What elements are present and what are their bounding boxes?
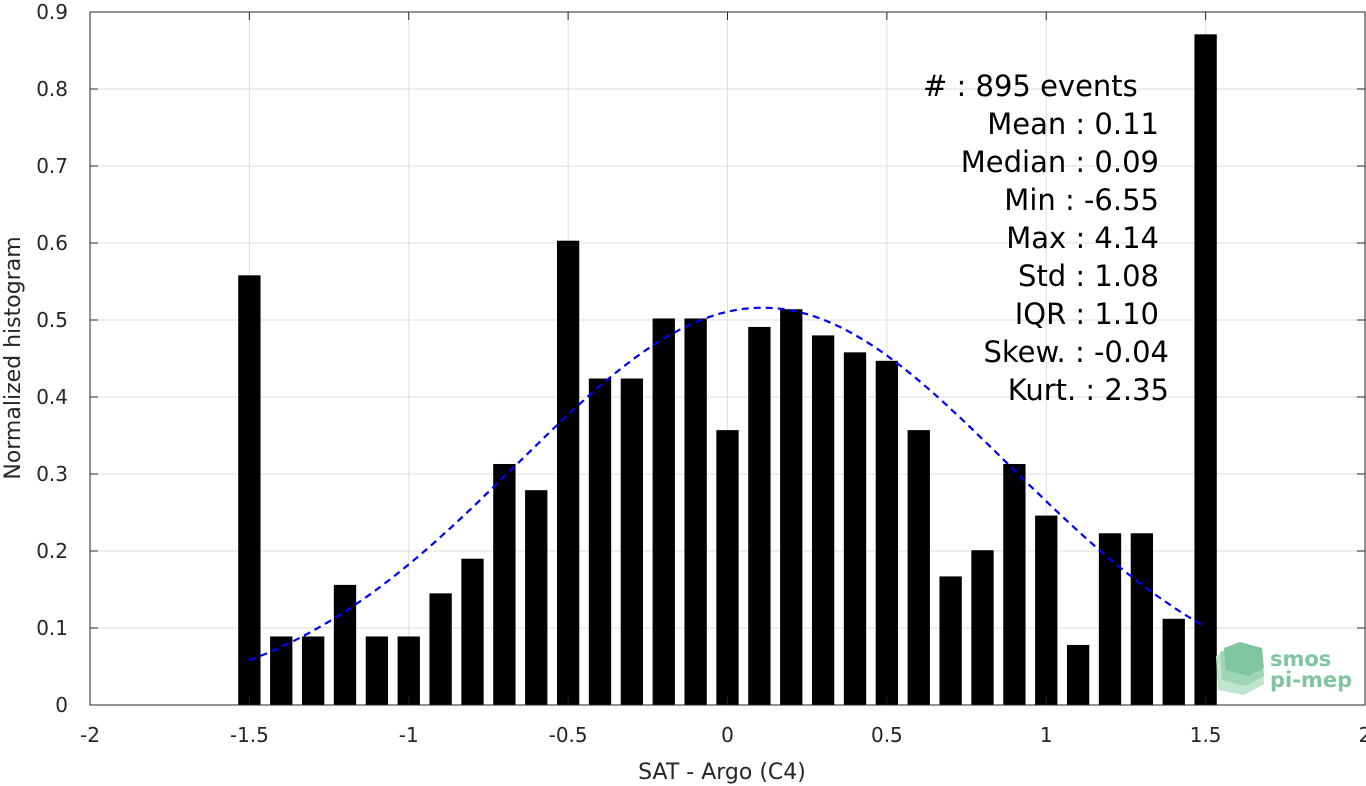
- histogram-bar: [1066, 644, 1090, 705]
- histogram-bar: [525, 490, 548, 705]
- stat-line: Min : -6.55: [1004, 183, 1159, 217]
- gaussian-fit-curve: [248, 306, 1207, 662]
- axis-ticks: -2 -1.5 -1 -0.5 0 0.5 1 1.5 2 0 0.1 0.2 0.3 0.4 0.5 0.6…: [36, 0, 1366, 747]
- histogram-bar: [238, 275, 261, 705]
- stat-line: Max : 4.14: [1006, 221, 1159, 255]
- histogram-bar: [1035, 515, 1058, 705]
- histogram-bar: [1162, 618, 1185, 705]
- histogram-bar: [620, 378, 644, 705]
- histogram-bar: [843, 352, 867, 705]
- histogram-bar: [1194, 34, 1217, 705]
- histogram-bar: [875, 360, 899, 705]
- stat-line: Median : 0.09: [961, 145, 1159, 179]
- y-tick-label: 0: [55, 693, 68, 717]
- histogram-bar: [301, 636, 325, 705]
- stat-line: Std : 1.08: [1018, 259, 1159, 293]
- histogram-bar: [907, 430, 930, 705]
- logo-text-smos: smos: [1270, 647, 1331, 671]
- y-tick-label: 0.9: [36, 0, 68, 24]
- y-tick-label: 0.2: [36, 539, 68, 563]
- histogram-bar: [365, 636, 389, 705]
- x-tick-label: -2: [80, 723, 100, 747]
- y-tick-label: 0.8: [36, 77, 68, 101]
- y-tick-label: 0.7: [36, 154, 68, 178]
- histogram-bar: [1098, 533, 1122, 705]
- histogram-bar: [780, 309, 803, 705]
- x-tick-label: 0: [721, 723, 734, 747]
- logo-layers-icon: [1216, 642, 1264, 695]
- y-axis-label: Normalized histogram: [1, 236, 26, 479]
- statistics-box: # : 895 events Mean : 0.11 Median : 0.09 Mi…: [923, 69, 1169, 407]
- histogram-bar: [684, 318, 707, 705]
- y-tick-label: 0.5: [36, 308, 68, 332]
- histogram-bar: [939, 576, 962, 705]
- x-tick-label: -1: [399, 723, 419, 747]
- histogram-bar: [716, 430, 739, 705]
- x-tick-label: -0.5: [549, 723, 588, 747]
- stat-line: # : 895 events: [923, 69, 1138, 103]
- x-tick-label: 2: [1359, 723, 1366, 747]
- histogram-bar: [811, 335, 835, 705]
- smos-pi-mep-logo: smos pi-mep: [1216, 642, 1352, 695]
- logo-text-pi-mep: pi-mep: [1270, 668, 1352, 692]
- histogram-bars: [238, 34, 1217, 705]
- stat-line: Skew. : -0.04: [983, 335, 1169, 369]
- histogram-bar: [1003, 463, 1026, 705]
- x-tick-label: 0.5: [871, 723, 903, 747]
- y-tick-label: 0.4: [36, 385, 68, 409]
- stat-line: IQR : 1.10: [1015, 297, 1159, 331]
- histogram-bar: [461, 558, 484, 705]
- histogram-bar: [333, 584, 357, 705]
- histogram-bar: [971, 550, 994, 705]
- stat-line: Kurt. : 2.35: [1008, 373, 1169, 407]
- histogram-bar: [429, 593, 452, 705]
- histogram-bar: [1130, 533, 1154, 705]
- histogram-bar: [270, 636, 293, 705]
- histogram-bar: [493, 463, 516, 705]
- histogram-bar: [397, 636, 420, 705]
- stat-line: Mean : 0.11: [987, 107, 1159, 141]
- x-tick-label: 1: [1040, 723, 1053, 747]
- y-tick-label: 0.3: [36, 462, 68, 486]
- x-axis-label: SAT - Argo (C4): [638, 760, 806, 785]
- histogram-bar: [652, 318, 675, 705]
- histogram-bar: [748, 326, 771, 705]
- x-tick-label: -1.5: [230, 723, 269, 747]
- histogram-bar: [556, 240, 580, 705]
- histogram-bar: [588, 378, 612, 705]
- y-tick-label: 0.1: [36, 616, 68, 640]
- x-tick-label: 1.5: [1190, 723, 1222, 747]
- y-tick-label: 0.6: [36, 231, 68, 255]
